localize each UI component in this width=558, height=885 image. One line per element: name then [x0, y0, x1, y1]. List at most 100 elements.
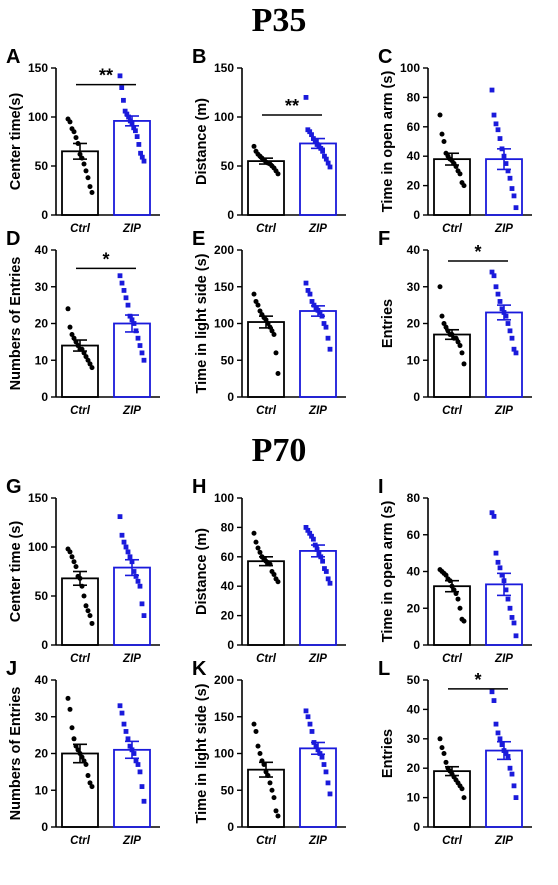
- data-point-zip: [129, 121, 135, 127]
- data-point-ctrl: [457, 605, 463, 611]
- data-point-zip: [513, 795, 519, 800]
- data-point-zip: [507, 765, 513, 771]
- data-point-zip: [123, 544, 129, 550]
- data-point-zip: [509, 771, 515, 777]
- data-point-zip: [139, 601, 145, 607]
- panel-l: L 0 10 20 30 40 50 Entries Ctrl ZIP *: [372, 658, 558, 885]
- x-tick-label: ZIP: [494, 653, 513, 665]
- data-point-zip: [137, 343, 143, 348]
- data-point-zip: [505, 596, 511, 602]
- y-tick-label: 30: [407, 280, 421, 294]
- data-point-ctrl: [275, 579, 281, 585]
- y-axis-label: Center time(s): [8, 93, 24, 191]
- y-tick-label: 40: [221, 579, 235, 593]
- data-point-zip: [139, 154, 145, 160]
- data-point-ctrl: [251, 721, 257, 727]
- data-point-zip: [131, 569, 137, 574]
- data-point-ctrl: [461, 618, 467, 624]
- data-point-ctrl: [257, 751, 263, 756]
- x-tick-label: Ctrl: [70, 835, 91, 847]
- data-point-ctrl: [251, 530, 257, 536]
- data-point-zip: [309, 299, 315, 304]
- data-point-ctrl: [67, 324, 73, 330]
- data-point-ctrl: [443, 572, 449, 578]
- data-point-zip: [311, 302, 317, 308]
- y-tick-label: 60: [221, 550, 235, 564]
- data-point-zip: [503, 751, 509, 756]
- data-point-ctrl: [459, 350, 465, 356]
- data-point-zip: [493, 121, 499, 127]
- panel-label: L: [378, 658, 391, 680]
- data-point-zip: [497, 136, 503, 141]
- data-point-ctrl: [87, 780, 93, 786]
- data-point-zip: [513, 633, 519, 639]
- data-point-zip: [313, 743, 319, 749]
- data-point-zip: [499, 742, 505, 748]
- data-point-ctrl: [67, 119, 73, 125]
- panel-label: J: [6, 658, 18, 680]
- y-tick-label: 10: [35, 353, 49, 367]
- bar-zip: [113, 566, 151, 646]
- data-point-ctrl: [461, 361, 467, 367]
- bar-ctrl: [61, 344, 99, 398]
- data-point-zip: [325, 576, 331, 582]
- data-point-ctrl: [73, 339, 79, 345]
- data-point-ctrl: [259, 758, 265, 764]
- data-point-ctrl: [255, 302, 261, 308]
- data-point-ctrl: [261, 762, 267, 768]
- data-point-ctrl: [81, 758, 87, 764]
- data-point-zip: [309, 729, 315, 734]
- data-point-ctrl: [75, 747, 81, 753]
- data-point-zip: [129, 747, 135, 753]
- y-tick-label: 0: [41, 820, 48, 834]
- data-point-zip: [129, 317, 135, 323]
- data-point-zip: [325, 160, 331, 166]
- y-tick-label: 200: [214, 673, 234, 687]
- data-point-zip: [317, 310, 323, 315]
- data-point-ctrl: [79, 155, 85, 161]
- chart-i: 0 20 40 60 80 Time in open arm (s) Ctrl ZIP: [380, 491, 532, 665]
- data-point-zip: [327, 791, 333, 797]
- bar-ctrl: [61, 150, 99, 216]
- x-tick-label: Ctrl: [442, 405, 463, 417]
- data-point-zip: [135, 762, 141, 767]
- data-point-zip: [303, 708, 309, 714]
- data-point-zip: [499, 146, 505, 152]
- data-point-ctrl: [77, 151, 83, 157]
- data-point-ctrl: [267, 324, 273, 330]
- data-point-zip: [307, 721, 313, 727]
- data-point-ctrl: [67, 549, 73, 555]
- data-point-zip: [497, 299, 503, 304]
- significance-label: **: [285, 96, 299, 116]
- data-point-zip: [307, 129, 313, 135]
- data-point-zip: [310, 536, 316, 542]
- x-tick-label: ZIP: [494, 405, 513, 417]
- data-point-ctrl: [457, 343, 463, 349]
- bar-ctrl: [433, 585, 471, 646]
- x-tick-label: Ctrl: [442, 835, 463, 847]
- data-point-ctrl: [73, 135, 79, 141]
- data-point-zip: [312, 139, 318, 144]
- data-point-zip: [141, 357, 147, 363]
- data-point-zip: [137, 769, 143, 775]
- chart-e: 0 50 100 150 200 Time in light side (s) Ctrl ZI…: [194, 243, 346, 417]
- data-point-ctrl: [79, 346, 85, 352]
- y-tick-label: 50: [35, 159, 49, 173]
- y-tick-label: 20: [221, 609, 235, 623]
- panel-b: B 0 50 100 150 Distance (m) Ctrl ZIP **: [186, 46, 372, 273]
- y-tick-label: 0: [413, 208, 420, 222]
- x-tick-label: ZIP: [308, 835, 327, 847]
- y-tick-label: 100: [28, 540, 48, 554]
- data-point-zip: [323, 569, 329, 574]
- data-point-zip: [497, 736, 503, 742]
- data-point-zip: [125, 302, 131, 308]
- data-point-zip: [136, 142, 142, 147]
- chart-d: 0 10 20 30 40 Numbers of Entries Ctrl ZIP *: [8, 243, 160, 417]
- data-point-ctrl: [87, 613, 93, 619]
- data-point-zip: [318, 145, 324, 151]
- panel-i: I 0 20 40 60 80 Time in open arm (s) Ctrl ZIP: [372, 476, 558, 703]
- data-point-ctrl: [81, 593, 87, 599]
- data-point-ctrl: [65, 695, 71, 701]
- data-point-zip: [303, 280, 309, 286]
- data-point-zip: [507, 328, 513, 334]
